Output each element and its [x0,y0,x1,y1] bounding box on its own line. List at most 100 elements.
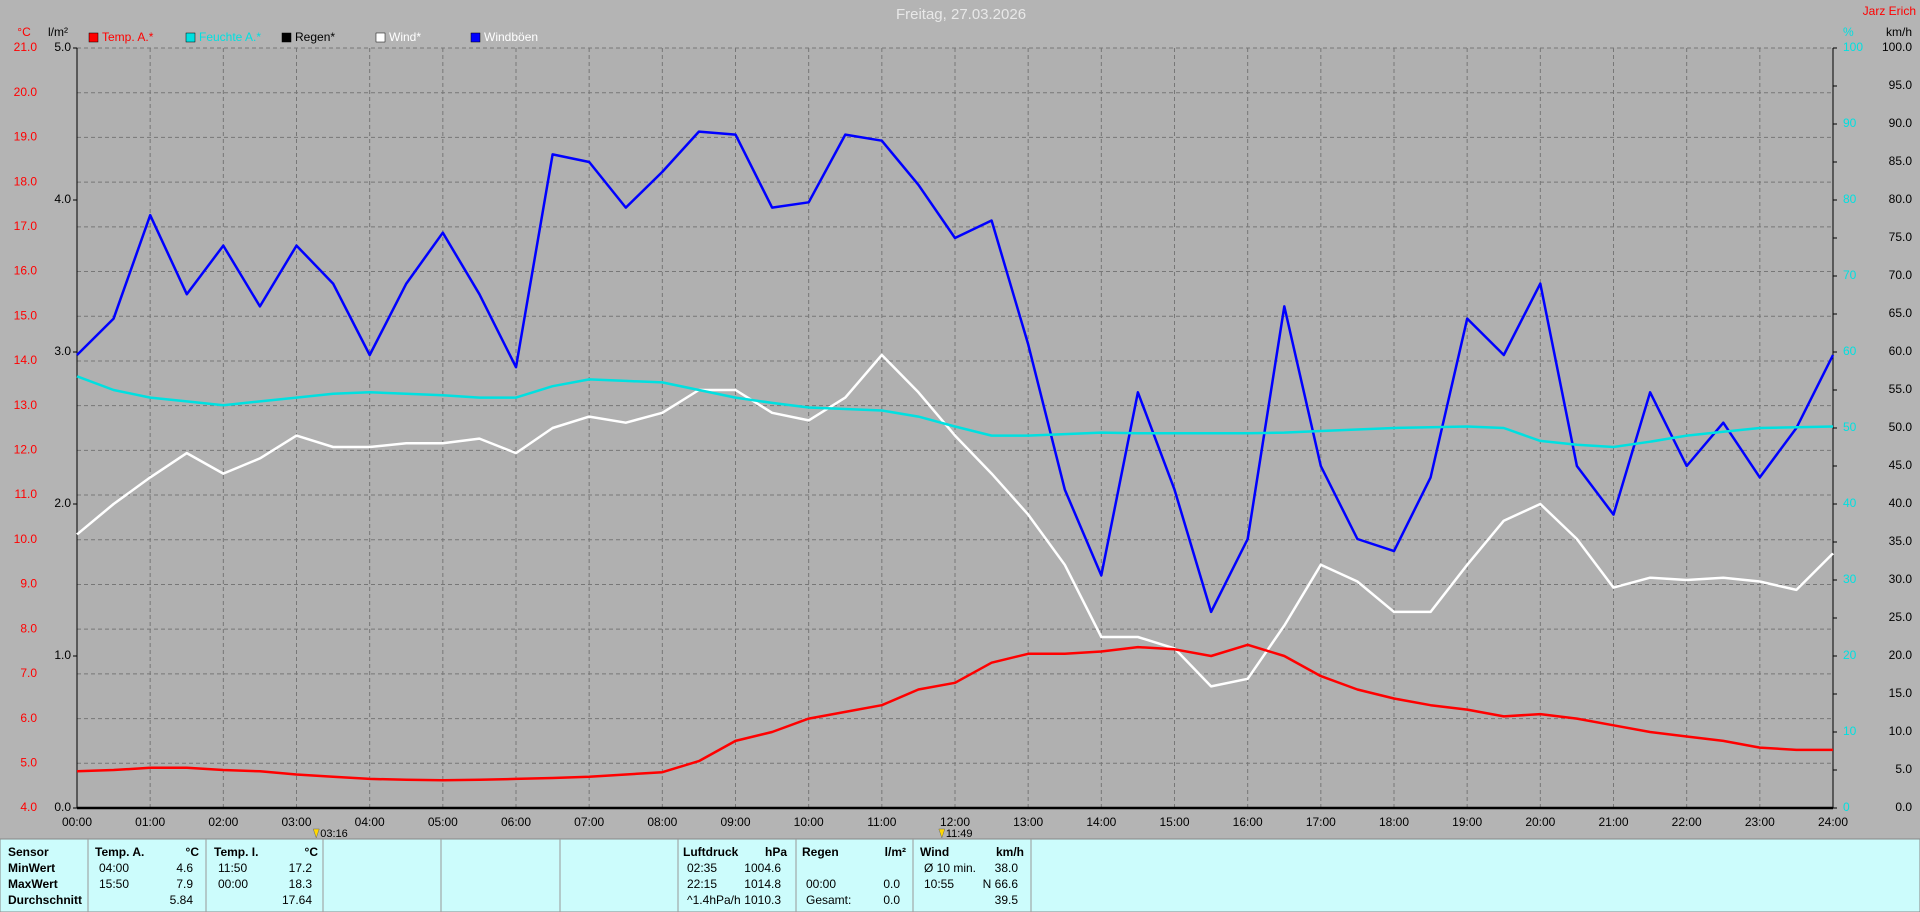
rain-tick-label: 5.0 [54,40,71,54]
x-tick-label: 21:00 [1598,815,1628,829]
group-header: Regen [802,845,839,859]
row-label: Sensor [8,845,49,859]
x-tick-label: 20:00 [1525,815,1555,829]
row-label: MaxWert [8,877,58,891]
y2-tick-label: 90.0 [1889,116,1913,130]
y2-tick-label: 85.0 [1889,154,1913,168]
y2-tick-label: 30.0 [1889,572,1913,586]
y2-tick-label: 55.0 [1889,382,1913,396]
y2-tick-label: 60.0 [1889,344,1913,358]
x-tick-label: 14:00 [1086,815,1116,829]
cyan-tick-label: 100 [1843,40,1863,54]
legend-swatch [281,32,292,43]
y2-tick-label: 50.0 [1889,420,1913,434]
y2-tick-label: 20.0 [1889,648,1913,662]
y-tick-label: 9.0 [20,577,37,591]
stat-value: 39.5 [995,893,1019,907]
series-line [76,130,1835,614]
stat-value: 17.2 [289,861,313,875]
stat-time: 22:15 [687,877,717,891]
annotation-marker [312,828,320,839]
y2-tick-label: 40.0 [1889,496,1913,510]
annotation-marker [938,828,946,839]
stat-time: Ø 10 min. [924,861,976,875]
cyan-tick-label: 50 [1843,420,1857,434]
y2-tick-label: 95.0 [1889,78,1913,92]
group-header: Temp. I. [214,845,258,859]
legend-swatch [375,32,386,43]
stat-value: 0.0 [883,877,900,891]
stat-value: 18.3 [289,877,313,891]
x-tick-label: 08:00 [647,815,677,829]
stat-value: 5.84 [170,893,194,907]
y-tick-label: 5.0 [20,755,37,769]
y2-tick-label: 25.0 [1889,610,1913,624]
x-tick-label: 15:00 [1159,815,1189,829]
chart-title: Freitag, 27.03.2026 [896,6,1026,23]
stat-time: ^1.4hPa/h [687,893,741,907]
x-tick-label: 07:00 [574,815,604,829]
y-tick-label: 21.0 [14,40,38,54]
stat-value: 1010.3 [744,893,781,907]
rain-tick-label: 0.0 [54,800,71,814]
x-tick-label: 23:00 [1745,815,1775,829]
stats-panel [0,838,1920,912]
x-tick-label: 13:00 [1013,815,1043,829]
cyan-axis-unit: % [1843,25,1854,39]
stat-value: 4.6 [176,861,193,875]
y-tick-label: 4.0 [20,800,37,814]
x-tick-label: 12:00 [940,815,970,829]
cyan-tick-label: 30 [1843,572,1857,586]
y2-tick-label: 0.0 [1895,800,1912,814]
annotation-label: 03:16 [320,828,348,840]
x-tick-label: 10:00 [794,815,824,829]
x-tick-label: 06:00 [501,815,531,829]
stat-value: 0.0 [883,893,900,907]
legend-label: Wind* [389,30,421,44]
y2-tick-label: 65.0 [1889,306,1913,320]
y2-tick-label: 10.0 [1889,724,1913,738]
x-tick-label: 01:00 [135,815,165,829]
x-tick-label: 17:00 [1306,815,1336,829]
x-tick-label: 04:00 [355,815,385,829]
rain-tick-label: 1.0 [54,648,71,662]
stat-value: 7.9 [176,877,193,891]
y2-tick-label: 15.0 [1889,686,1913,700]
x-tick-label: 00:00 [62,815,92,829]
y-axis-unit: °C [17,25,31,39]
rain-tick-label: 2.0 [54,496,71,510]
legend-label: Temp. A.* [102,30,154,44]
stat-time: 10:55 [924,877,954,891]
x-tick-label: 03:00 [281,815,311,829]
y-tick-label: 19.0 [14,130,38,144]
y2-tick-label: 100.0 [1882,40,1912,54]
cyan-tick-label: 90 [1843,116,1857,130]
y2-tick-label: 70.0 [1889,268,1913,282]
cyan-tick-label: 10 [1843,724,1857,738]
group-unit: °C [186,845,200,859]
y-tick-label: 7.0 [20,666,37,680]
stat-time: 11:50 [218,861,247,875]
y-tick-label: 18.0 [14,174,38,188]
stat-time: 00:00 [806,877,836,891]
y2-tick-label: 35.0 [1889,534,1913,548]
cyan-tick-label: 80 [1843,192,1857,206]
y-tick-label: 6.0 [20,711,37,725]
stat-value: 1004.6 [744,861,781,875]
series-line [76,375,1834,449]
legend-swatch [185,32,196,43]
rain-tick-label: 4.0 [54,192,71,206]
x-tick-label: 11:00 [867,815,896,829]
row-label: Durchschnitt [8,893,82,907]
stat-time: 02:35 [687,861,717,875]
x-tick-label: 05:00 [428,815,458,829]
stat-time: 04:00 [99,861,129,875]
annotation-label: 11:49 [946,828,973,840]
y2-tick-label: 80.0 [1889,192,1913,206]
y2-tick-label: 45.0 [1889,458,1913,472]
cyan-tick-label: 0 [1843,800,1850,814]
y-tick-label: 17.0 [14,219,38,233]
y-tick-label: 12.0 [14,443,38,457]
